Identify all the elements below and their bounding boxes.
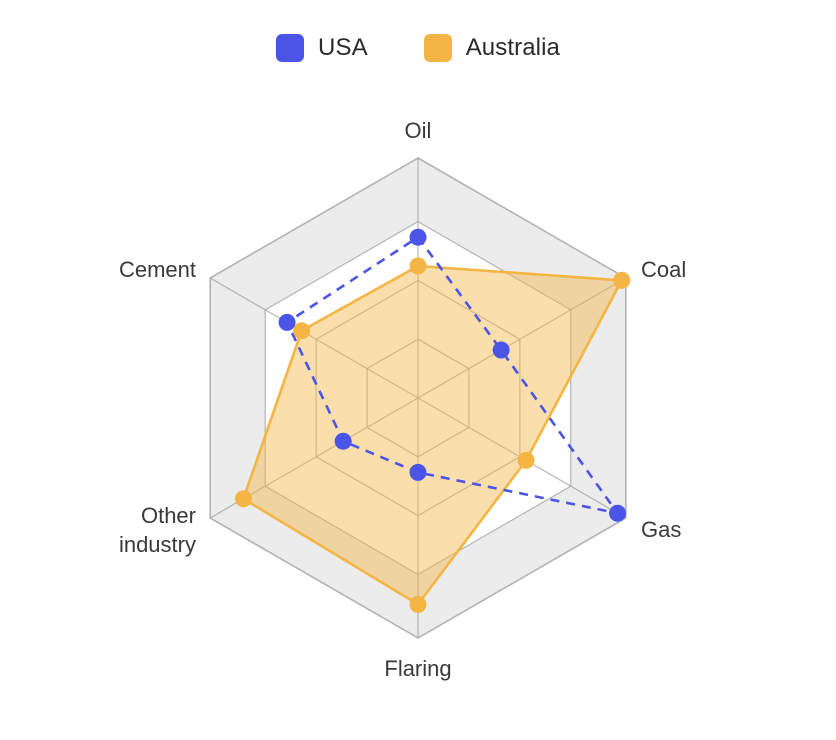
data-point-australia-other-industry[interactable] [234, 490, 252, 508]
legend-item-usa[interactable]: USA [276, 34, 368, 62]
legend-swatch-usa [276, 34, 305, 62]
radar-background-bands [210, 158, 626, 638]
data-point-australia-gas[interactable] [517, 451, 535, 469]
axis-label-oil: Oil [405, 118, 432, 143]
data-point-usa-oil[interactable] [409, 228, 427, 246]
axis-label-flaring: Flaring [384, 656, 451, 681]
legend-item-australia[interactable]: Australia [423, 34, 560, 62]
legend-label-australia: Australia [465, 34, 560, 61]
axis-label-cement: Cement [119, 257, 196, 282]
legend-label-usa: USA [318, 34, 368, 61]
axis-label-other-industry-line2: industry [119, 532, 196, 557]
data-point-usa-flaring[interactable] [409, 463, 427, 481]
data-point-usa-coal[interactable] [492, 341, 510, 359]
axis-spoke-cement [209, 277, 419, 399]
axis-label-other-industry-line1: Other [141, 503, 196, 528]
series-australia-points [234, 257, 631, 613]
data-point-usa-gas[interactable] [609, 504, 627, 522]
axis-label-gas: Gas [641, 517, 681, 542]
data-point-australia-cement[interactable] [293, 322, 311, 340]
axis-label-coal: Coal [641, 257, 686, 282]
legend-swatch-australia [423, 34, 452, 62]
radar-outer-band [210, 158, 626, 638]
data-point-usa-other-industry[interactable] [334, 432, 352, 450]
data-point-australia-flaring[interactable] [409, 595, 427, 613]
axis-spoke-coal [417, 277, 627, 399]
series-usa-points [278, 228, 627, 522]
data-point-australia-oil[interactable] [409, 257, 427, 275]
chart-legend: USA Australia [0, 34, 836, 62]
data-point-usa-cement[interactable] [278, 313, 296, 331]
data-point-australia-coal[interactable] [613, 271, 631, 289]
